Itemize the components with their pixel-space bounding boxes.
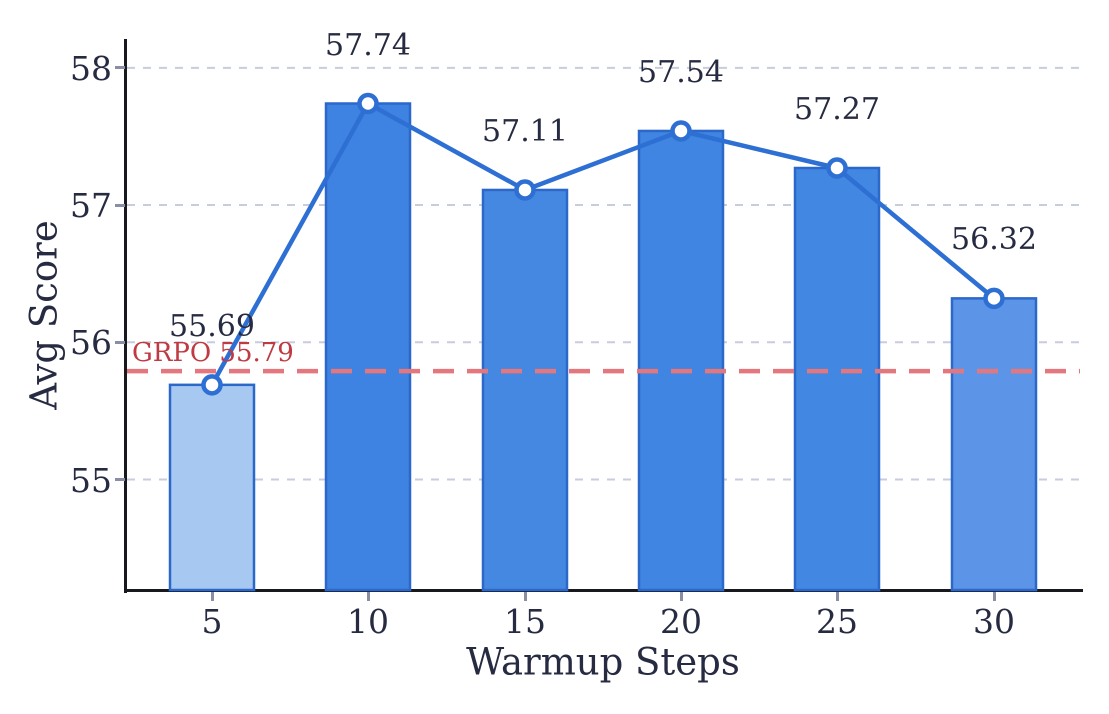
x-tick-mark-15	[523, 592, 527, 601]
x-tick-mark-25	[835, 592, 839, 601]
y-tick-mark-58	[115, 66, 125, 70]
x-tick-label-25: 25	[816, 602, 858, 641]
marker-warmup-5	[201, 374, 223, 396]
x-tick-mark-5	[210, 592, 214, 601]
y-tick-mark-57	[115, 203, 125, 207]
marker-warmup-25	[826, 157, 848, 179]
x-axis-label: Warmup Steps	[466, 640, 740, 684]
bar-warmup-15	[481, 188, 569, 592]
value-label-10: 57.74	[325, 27, 411, 63]
y-tick-label-56: 56	[70, 323, 112, 363]
x-tick-label-20: 20	[660, 602, 702, 641]
reference-line-label: GRPO 55.79	[132, 338, 294, 369]
y-tick-mark-56	[115, 340, 125, 344]
y-tick-label-57: 57	[70, 186, 112, 226]
marker-warmup-10	[357, 92, 379, 115]
x-tick-mark-20	[679, 592, 683, 601]
value-label-15: 57.11	[482, 113, 568, 149]
plot-area	[127, 39, 1080, 592]
x-tick-label-15: 15	[504, 602, 546, 641]
y-axis-label: Avg Score	[22, 220, 66, 410]
bar-warmup-10	[324, 102, 412, 592]
y-tick-mark-55	[115, 478, 125, 482]
value-label-20: 57.54	[638, 54, 724, 90]
x-tick-label-10: 10	[347, 602, 389, 641]
bar-warmup-30	[950, 297, 1038, 592]
marker-warmup-15	[514, 179, 536, 201]
marker-warmup-30	[983, 287, 1005, 310]
plot-canvas	[127, 66, 1080, 592]
bar-warmup-20	[637, 129, 725, 592]
x-axis-spine	[124, 589, 1083, 592]
x-tick-mark-10	[366, 592, 370, 601]
value-label-25: 57.27	[794, 92, 880, 127]
y-tick-label-55: 55	[70, 460, 112, 500]
bar-warmup-25	[793, 166, 881, 592]
y-tick-label-58: 58	[70, 48, 112, 88]
y-axis-spine	[124, 39, 127, 593]
value-label-30: 56.32	[951, 222, 1037, 258]
x-tick-label-5: 5	[201, 602, 223, 641]
bar-warmup-5	[168, 383, 256, 592]
x-tick-mark-30	[992, 592, 996, 601]
marker-warmup-20	[670, 120, 692, 142]
series-line	[209, 101, 997, 388]
x-tick-label-30: 30	[973, 602, 1015, 641]
value-label-5: 55.69	[169, 308, 255, 344]
